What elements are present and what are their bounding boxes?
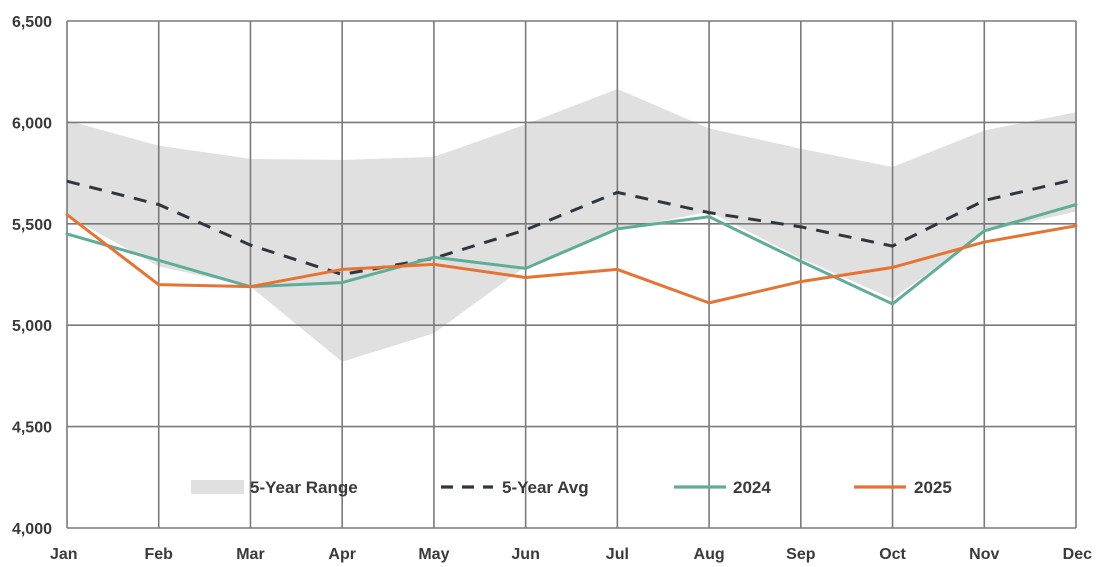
x-tick-label: May [418,546,449,563]
x-tick-label: Nov [969,546,999,563]
series-line-5-year-avg [66,177,1077,276]
legend-swatch-5-year-range [191,480,244,494]
x-tick-label: Jun [511,546,539,563]
legend-label-2024: 2024 [733,478,771,497]
legend-background [160,470,990,502]
x-tick-label: Oct [879,546,906,563]
x-tick-label: Aug [694,546,725,563]
y-tick-label: 4,000 [12,521,52,538]
y-tick-label: 6,500 [12,14,52,31]
x-tick-label: Sep [786,546,816,563]
x-tick-label: Feb [145,546,174,563]
y-tick-label: 4,500 [12,420,52,437]
x-tick-label: Dec [1063,546,1092,563]
x-tick-label: Apr [328,546,356,563]
range-band [67,88,1076,362]
y-tick-label: 5,000 [12,318,52,335]
legend-label-2025: 2025 [914,478,952,497]
series-line-2024 [65,203,1078,306]
y-tick-label: 6,000 [12,115,52,132]
legend-label-5-year-avg: 5-Year Avg [502,478,589,497]
x-tick-label: Mar [236,546,264,563]
x-tick-label: Jan [50,546,78,563]
x-tick-label: Jul [606,546,629,563]
legend-label-5-year-range: 5-Year Range [250,478,358,497]
y-tick-label: 5,500 [12,217,52,234]
series-line-2025 [65,213,1078,305]
